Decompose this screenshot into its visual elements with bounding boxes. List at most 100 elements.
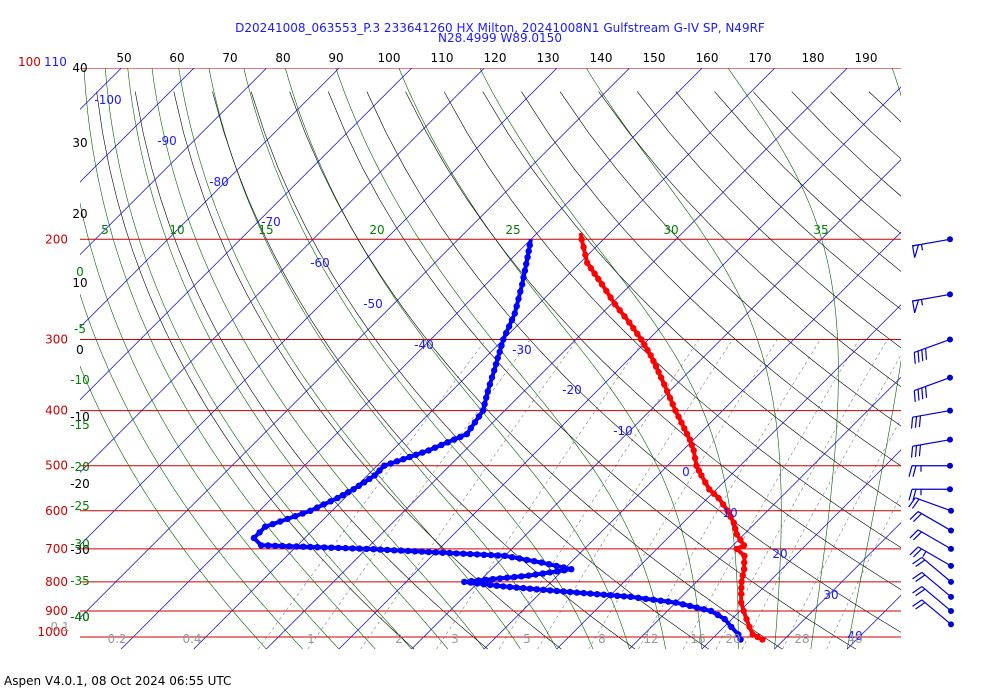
dewpoint-point: [553, 562, 560, 570]
dry-adiabat-line: [443, 91, 901, 549]
temperature-point: [584, 259, 591, 266]
temperature-point: [603, 287, 610, 295]
wind-barb-staff: [912, 409, 951, 418]
dewpoint-point: [635, 594, 642, 601]
altitude-label: 20: [72, 207, 87, 221]
dewpoint-point: [277, 518, 284, 525]
dry-adiabat-line: [96, 91, 415, 650]
dewpoint-point: [489, 575, 496, 583]
dewpoint-point: [498, 342, 505, 349]
isotherm-line: [920, 68, 1000, 649]
dry-adiabat-line: [405, 91, 901, 590]
dewpoint-point: [523, 556, 531, 564]
wind-barb: [908, 497, 954, 514]
pressure-label: 600: [45, 504, 68, 518]
temperature-point: [683, 430, 691, 438]
temperature-point: [598, 281, 606, 288]
wind-barb-flag: [911, 244, 920, 258]
temperature-point: [738, 578, 745, 586]
wind-barb-full: [924, 386, 928, 398]
isotherm-label: -50: [363, 297, 383, 311]
altitude-label: -20: [70, 477, 90, 491]
wind-barb-full: [908, 465, 913, 477]
dewpoint-point: [620, 593, 628, 600]
dry-adiabat-line: [830, 91, 901, 160]
wind-barb-full: [909, 511, 919, 521]
moist-adiabat-line: [83, 68, 376, 650]
dewpoint-point: [345, 489, 352, 496]
temperature-point: [658, 374, 665, 381]
moist-adiabat-label: -10: [70, 373, 90, 387]
dewpoint-point: [299, 510, 306, 517]
dewpoint-point: [553, 568, 561, 575]
dewpoint-point: [568, 566, 575, 573]
dewpoint-point: [307, 543, 314, 551]
mixing-ratio-label: 20: [725, 632, 740, 646]
mixing-ratio-label: 8: [598, 632, 606, 646]
altitude-label: 40: [72, 61, 87, 75]
isotherm-line: [80, 68, 122, 110]
dewpoint-point: [363, 545, 370, 553]
pressure-label: 300: [45, 332, 68, 346]
mixing-ratio-lines: [258, 339, 901, 650]
dewpoint-point: [573, 589, 581, 596]
isotherm-label: -60: [310, 256, 330, 270]
dewpoint-point: [480, 551, 488, 558]
isotherm-line: [80, 68, 413, 401]
dewpoint-point: [580, 589, 587, 597]
dewpoint-point: [521, 267, 529, 274]
isotherms: [80, 68, 1000, 650]
pressure-label: 700: [45, 542, 68, 556]
mixing-ratio-label: 3: [451, 632, 459, 646]
dewpoint-point: [468, 578, 475, 585]
moist-adiabat-label: 25: [505, 223, 520, 237]
dewpoint-point: [491, 367, 498, 374]
wind-barb-staff: [917, 529, 952, 550]
chart-subtitle: N28.4999 W89.0150: [438, 31, 562, 45]
dewpoint-point: [607, 592, 614, 599]
dewpoint-point: [486, 381, 494, 388]
temperature-point: [595, 275, 602, 283]
isotherm-line: [774, 522, 901, 650]
dewpoint-point: [496, 348, 503, 356]
dry-adiabat-line: [946, 92, 1000, 650]
temperature-point: [737, 536, 744, 543]
dewpoint-point: [482, 576, 489, 583]
temperature-point: [580, 243, 587, 251]
dewpoint-point: [412, 451, 420, 458]
dewpoint-point: [518, 573, 525, 580]
top-axis-label: 60: [169, 51, 184, 65]
isotherm-line: [483, 231, 901, 650]
temperature-point: [733, 545, 740, 553]
dewpoint-point: [520, 274, 527, 281]
dewpoint-point: [728, 623, 735, 631]
moist-adiabat-label: 15: [258, 223, 273, 237]
dewpoint-point: [560, 564, 567, 571]
temperature-point: [727, 513, 734, 520]
temperature-point: [698, 472, 705, 479]
dewpoint-point: [475, 577, 482, 584]
mixing-ratio-line: [826, 494, 901, 650]
mixing-ratio-label: 1: [307, 632, 315, 646]
dewpoint-point: [391, 547, 398, 554]
wind-barb-full: [915, 601, 926, 610]
dewpoint-point: [404, 547, 412, 555]
wind-barb: [908, 462, 953, 477]
wind-barb-full: [924, 348, 928, 360]
wind-barb-full: [908, 489, 913, 501]
wind-barb: [912, 571, 954, 600]
mixing-ratio-line: [741, 354, 901, 650]
dewpoint-point: [508, 316, 516, 324]
dewpoint-point: [627, 593, 634, 600]
dewpoint-point: [425, 447, 432, 454]
dewpoint-point: [335, 544, 342, 552]
dewpoint-point: [525, 572, 532, 579]
isotherm-label: -20: [562, 383, 582, 397]
dewpoint-point: [672, 599, 679, 606]
temperature-point: [582, 251, 589, 259]
isotherm-line: [629, 376, 901, 650]
temperature-point: [702, 479, 709, 486]
top-axis-label: 150: [643, 51, 666, 65]
dewpoint-point: [463, 430, 470, 438]
dewpoint-point: [721, 615, 728, 623]
